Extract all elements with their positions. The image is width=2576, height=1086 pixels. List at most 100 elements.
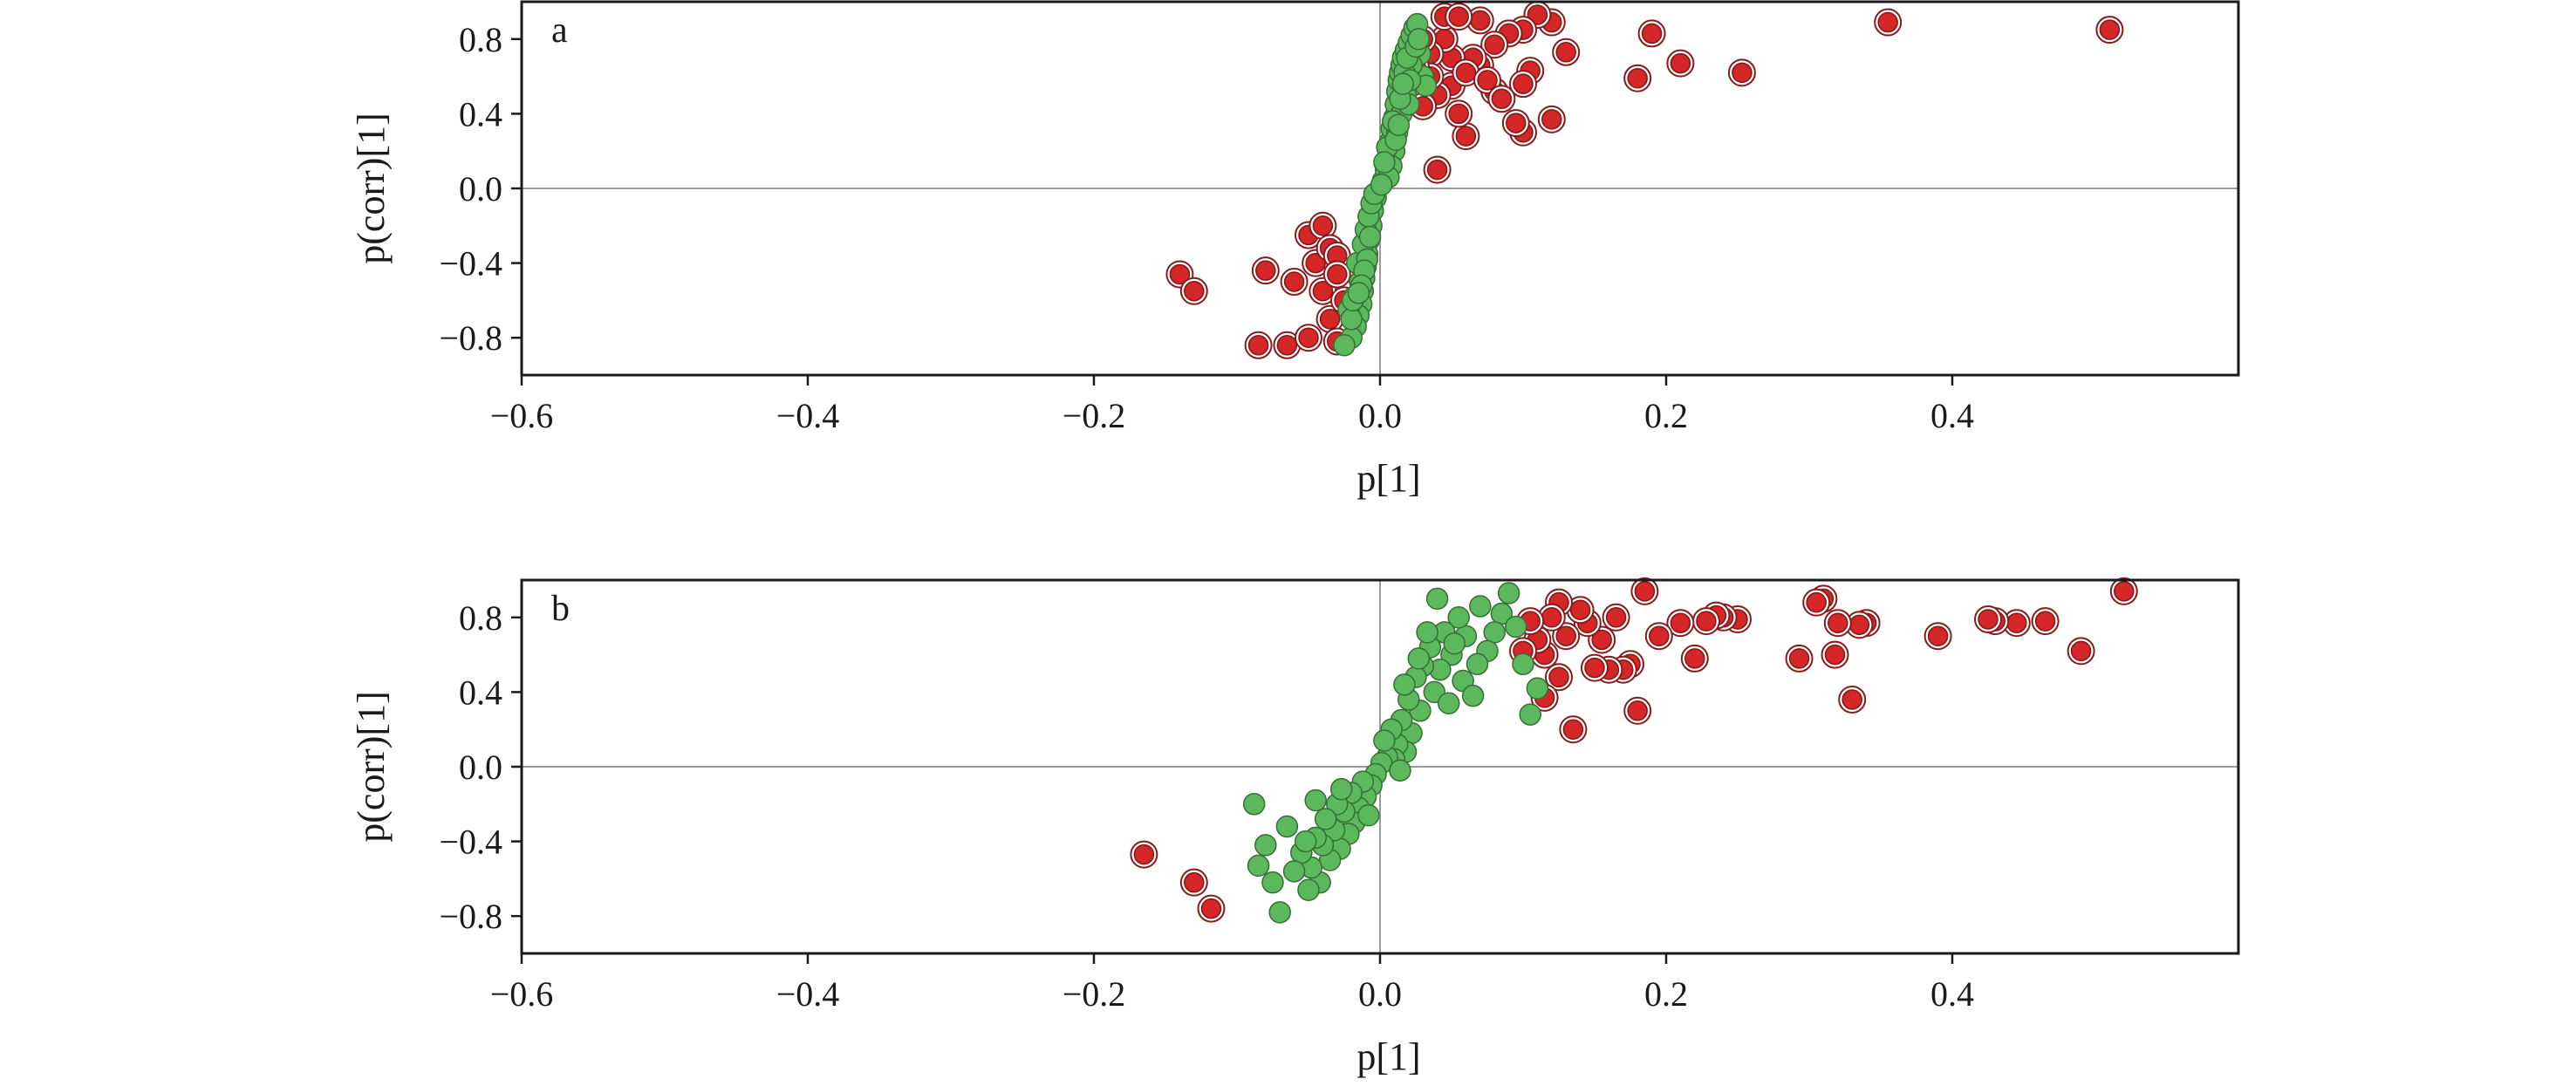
- data-point: [1357, 803, 1380, 827]
- y-tick-label: 0.8: [459, 20, 502, 59]
- data-point: [1455, 62, 1477, 84]
- data-point: [1605, 607, 1627, 628]
- data-point: [1387, 113, 1411, 136]
- data-point: [1247, 854, 1270, 878]
- data-point: [1461, 684, 1485, 707]
- y-tick-label: 0.4: [459, 94, 502, 133]
- data-point: [1634, 581, 1656, 602]
- data-point: [1788, 648, 1810, 669]
- y-tick-label: −0.8: [439, 318, 502, 358]
- data-point: [1282, 860, 1306, 883]
- points-group: [1130, 577, 2138, 924]
- data-point: [1314, 808, 1337, 830]
- data-point: [1261, 871, 1284, 894]
- data-point: [1254, 834, 1277, 857]
- data-point: [1548, 666, 1569, 688]
- y-tick-label: 0.0: [459, 169, 502, 208]
- data-point: [1312, 280, 1334, 302]
- data-point: [1373, 151, 1396, 174]
- data-point: [1627, 700, 1648, 721]
- data-point: [1641, 23, 1663, 44]
- data-point: [1407, 647, 1431, 670]
- data-point: [1407, 28, 1431, 51]
- data-point: [1484, 34, 1505, 55]
- data-point: [1373, 729, 1396, 752]
- data-point: [1562, 719, 1584, 740]
- data-point: [1841, 689, 1862, 710]
- data-point: [1327, 263, 1348, 285]
- x-tick-label: −0.4: [776, 396, 840, 435]
- y-axis-label: p(corr)[1]: [350, 691, 393, 842]
- data-point: [1312, 215, 1334, 236]
- data-point: [1184, 871, 1205, 893]
- y-tick-label: 0.0: [459, 748, 502, 787]
- data-point: [1848, 614, 1870, 636]
- y-tick-label: −0.8: [439, 897, 502, 936]
- data-point: [1391, 72, 1414, 95]
- data-point: [1294, 830, 1317, 853]
- data-point: [1304, 789, 1327, 812]
- y-tick-label: 0.8: [459, 598, 502, 638]
- data-point: [1184, 280, 1205, 302]
- x-tick-label: −0.6: [490, 974, 554, 1014]
- data-point: [1470, 10, 1491, 31]
- data-point: [1200, 898, 1222, 919]
- panel-label: a: [551, 10, 568, 51]
- data-point: [1466, 652, 1489, 676]
- data-point: [1416, 621, 1438, 644]
- data-point: [1824, 644, 1846, 666]
- points-group: [1165, 0, 2124, 359]
- data-point: [1426, 159, 1448, 181]
- data-point: [1340, 308, 1363, 331]
- data-point: [1684, 648, 1705, 669]
- data-point: [1437, 692, 1460, 714]
- data-point: [2034, 611, 2056, 632]
- data-point: [1242, 793, 1266, 816]
- data-point: [1541, 607, 1562, 628]
- x-tick-label: −0.4: [776, 974, 840, 1014]
- data-point: [1469, 595, 1492, 618]
- data-point: [1443, 632, 1466, 655]
- x-tick-label: 0.2: [1644, 974, 1688, 1014]
- x-axis-label: p[1]: [1356, 1035, 1420, 1078]
- y-tick-label: −0.4: [439, 244, 502, 283]
- data-point: [1425, 587, 1449, 611]
- data-point: [1877, 11, 1898, 33]
- data-point: [1513, 73, 1534, 94]
- x-tick-label: −0.6: [490, 396, 554, 435]
- data-point: [1447, 606, 1470, 629]
- data-point: [1506, 113, 1527, 133]
- panel-a: −0.6 −0.4 −0.2 0.0 0.2 0.4 0.8 0.4 0.0 −0.4 −0.8 p[…: [350, 0, 2240, 500]
- y-axis-label: p(corr)[1]: [350, 113, 393, 263]
- data-point: [1483, 621, 1506, 644]
- data-point: [1358, 225, 1382, 249]
- x-tick-label: −0.2: [1063, 396, 1126, 435]
- data-point: [1448, 6, 1469, 27]
- data-point: [1541, 109, 1562, 130]
- x-tick-label: 0.0: [1358, 974, 1402, 1014]
- data-point: [1627, 67, 1648, 89]
- x-tick-label: 0.4: [1930, 974, 1974, 1014]
- data-point: [2006, 612, 2027, 633]
- data-point: [1696, 611, 1717, 632]
- data-point: [1555, 625, 1576, 646]
- data-point: [2099, 19, 2121, 40]
- data-point: [1455, 126, 1477, 147]
- data-point: [1347, 282, 1370, 304]
- x-tick-label: −0.2: [1063, 974, 1126, 1014]
- data-point: [1329, 777, 1353, 801]
- data-point: [1670, 612, 1691, 633]
- data-point: [1133, 844, 1155, 865]
- data-point: [1389, 759, 1411, 782]
- x-tick-label: 0.4: [1930, 396, 1974, 435]
- data-point: [1732, 62, 1753, 84]
- data-point: [1393, 673, 1416, 696]
- data-point: [1555, 42, 1576, 63]
- data-point: [2070, 640, 2092, 662]
- data-point: [1649, 625, 1670, 646]
- data-point: [1519, 703, 1541, 726]
- data-point: [1927, 625, 1949, 646]
- data-point: [1275, 815, 1299, 838]
- data-point: [1477, 70, 1498, 91]
